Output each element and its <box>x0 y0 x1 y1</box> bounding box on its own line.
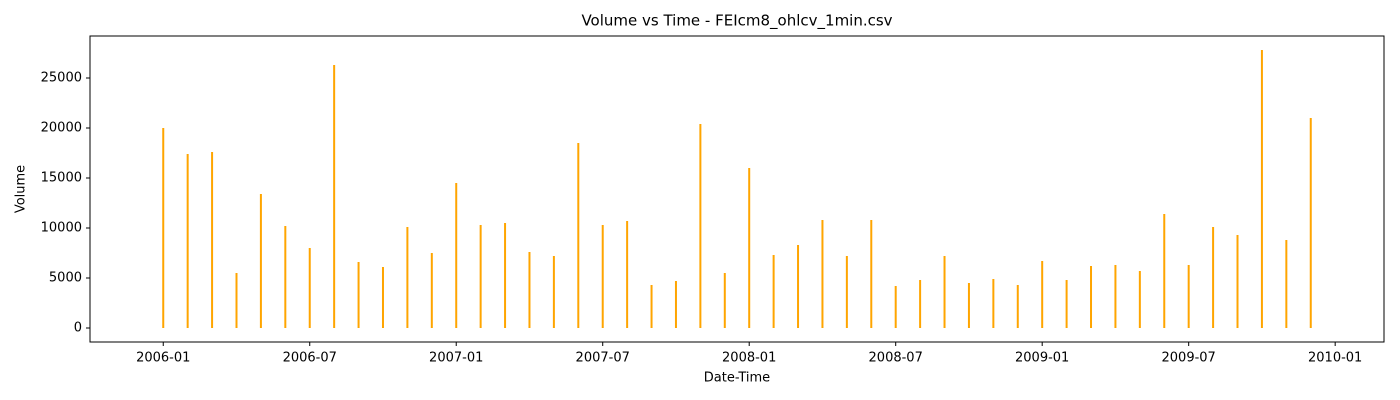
y-tick-label: 20000 <box>41 121 82 136</box>
y-tick-label: 15000 <box>41 171 82 186</box>
y-tick-label: 25000 <box>41 71 82 86</box>
y-axis-label: Volume <box>14 165 29 213</box>
x-tick-label: 2007-07 <box>576 351 630 366</box>
x-tick-label: 2006-01 <box>136 351 190 366</box>
x-axis-label: Date-Time <box>704 371 770 386</box>
y-tick-label: 10000 <box>41 221 82 236</box>
x-tick-label: 2009-01 <box>1015 351 1069 366</box>
x-tick-label: 2009-07 <box>1162 351 1216 366</box>
x-tick-label: 2008-01 <box>722 351 776 366</box>
x-tick-label: 2006-07 <box>283 351 337 366</box>
x-tick-label: 2007-01 <box>429 351 483 366</box>
x-tick-label: 2010-01 <box>1308 351 1362 366</box>
plot-frame <box>89 35 1385 343</box>
y-tick-label: 0 <box>74 321 82 336</box>
y-tick-label: 5000 <box>49 271 82 286</box>
chart-title: Volume vs Time - FEIcm8_ohlcv_1min.csv <box>581 12 892 31</box>
x-tick-label: 2008-07 <box>869 351 923 366</box>
